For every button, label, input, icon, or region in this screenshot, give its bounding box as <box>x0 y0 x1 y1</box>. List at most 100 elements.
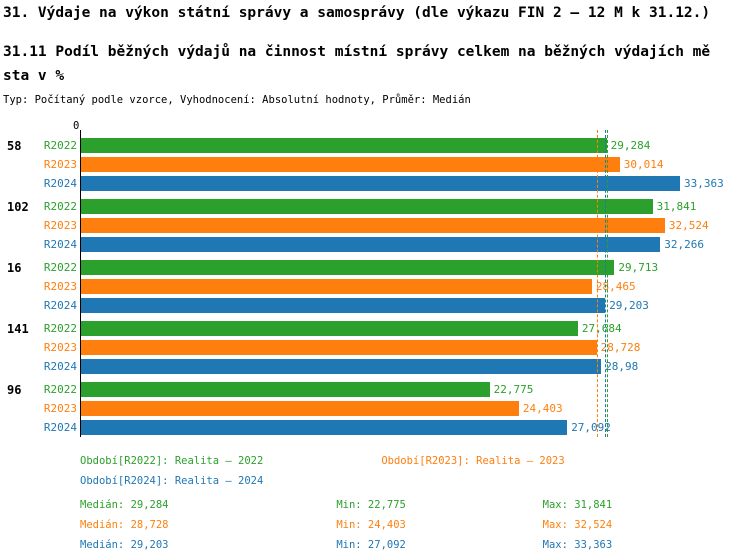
stat-median: Medián: 29,203 <box>80 539 169 551</box>
group-id-label: 96 <box>7 382 22 397</box>
median-line-r2022 <box>606 130 608 437</box>
bar-value-label: 22,775 <box>493 383 534 396</box>
stat-min: Min: 27,092 <box>336 539 406 551</box>
median-line-r2024 <box>605 130 607 437</box>
chart-subtitle-line2: sta v % <box>3 68 65 84</box>
bar-value-label: 27,684 <box>581 322 622 335</box>
bar-row: R2023 32,524 <box>0 216 750 235</box>
bar-row: 58 R2022 29,284 <box>0 136 750 155</box>
chart-meta-line: Typ: Počítaný podle vzorce, Vyhodnocení:… <box>3 94 471 106</box>
series-label-r2024: R2024 <box>43 360 77 373</box>
chart-stats: Medián: 29,284 Min: 22,775 Max: 31,841 M… <box>0 495 750 555</box>
legend-item-r2023: Období[R2023]: Realita – 2023 <box>381 455 565 467</box>
bar-row: R2024 27,092 <box>0 418 750 437</box>
bar-value-label: 32,266 <box>664 238 705 251</box>
bar-value-label: 29,284 <box>610 139 651 152</box>
bar-value-label: 28,98 <box>605 360 639 373</box>
stat-median: Medián: 29,284 <box>80 499 169 511</box>
bar-96-r2023 <box>80 401 519 416</box>
series-label-r2024: R2024 <box>43 238 77 251</box>
bar-value-label: 24,403 <box>522 402 563 415</box>
bar-102-r2024 <box>80 237 661 252</box>
bar-96-r2024 <box>80 420 568 435</box>
stat-min: Min: 22,775 <box>336 499 406 511</box>
bar-group-16: 16 R2022 29,713 R2023 28,465 R2024 29,203 <box>0 258 750 315</box>
bar-value-label: 28,728 <box>600 341 641 354</box>
bar-value-label: 32,524 <box>668 219 709 232</box>
bar-track: 29,203 <box>80 298 750 313</box>
plot-area: 58 R2022 29,284 R2023 30,014 R2024 33,363 102 R2… <box>0 130 750 437</box>
bar-track: 27,684 <box>80 321 750 336</box>
legend-row: Období[R2024]: Realita – 2024 <box>80 471 750 491</box>
series-label-r2022: R2022 <box>43 322 77 335</box>
series-label-r2023: R2023 <box>43 158 77 171</box>
bar-row: 141 R2022 27,684 <box>0 319 750 338</box>
bar-groups: 58 R2022 29,284 R2023 30,014 R2024 33,363 102 R2… <box>0 136 750 437</box>
bar-value-label: 33,363 <box>684 177 724 190</box>
stat-max: Max: 32,524 <box>542 519 613 531</box>
bar-track: 31,841 <box>80 199 750 214</box>
series-label-r2024: R2024 <box>43 299 77 312</box>
bar-track: 30,014 <box>80 157 750 172</box>
bar-16-r2022 <box>80 260 615 275</box>
bar-141-r2023 <box>80 340 597 355</box>
bar-16-r2024 <box>80 298 606 313</box>
bar-16-r2023 <box>80 279 592 294</box>
bar-value-label: 29,203 <box>609 299 649 312</box>
stat-median: Medián: 28,728 <box>80 519 169 531</box>
bar-group-141: 141 R2022 27,684 R2023 28,728 R2024 28,98 <box>0 319 750 376</box>
bar-row: R2024 28,98 <box>0 357 750 376</box>
bar-track: 24,403 <box>80 401 750 416</box>
chart-subtitle: 31.11 Podíl běžných výdajů na činnost mí… <box>3 40 747 88</box>
bar-row: R2023 28,728 <box>0 338 750 357</box>
group-id-label: 102 <box>7 199 29 214</box>
bar-value-label: 27,092 <box>571 421 611 434</box>
bar-track: 28,98 <box>80 359 750 374</box>
legend-row: Období[R2022]: Realita – 2022 Období[R20… <box>80 451 750 471</box>
group-id-label: 141 <box>7 321 29 336</box>
bar-58-r2022 <box>80 138 607 153</box>
stat-max: Max: 31,841 <box>542 499 613 511</box>
stats-row-r2023: Medián: 28,728 Min: 24,403 Max: 32,524 <box>80 515 750 535</box>
series-label-r2024: R2024 <box>43 421 77 434</box>
bar-row: R2024 33,363 <box>0 174 750 193</box>
bar-track: 32,266 <box>80 237 750 252</box>
bar-track: 27,092 <box>80 420 750 435</box>
bar-group-58: 58 R2022 29,284 R2023 30,014 R2024 33,363 <box>0 136 750 193</box>
bar-value-label: 31,841 <box>656 200 697 213</box>
group-id-label: 16 <box>7 260 22 275</box>
chart-legend: Období[R2022]: Realita – 2022 Období[R20… <box>0 451 750 491</box>
bar-row: 16 R2022 29,713 <box>0 258 750 277</box>
bar-group-96: 96 R2022 22,775 R2023 24,403 R2024 27,092 <box>0 380 750 437</box>
stat-min: Min: 24,403 <box>336 519 406 531</box>
bar-value-label: 29,713 <box>618 261 659 274</box>
bar-58-r2023 <box>80 157 620 172</box>
series-label-r2023: R2023 <box>43 402 77 415</box>
bar-row: 96 R2022 22,775 <box>0 380 750 399</box>
bar-row: R2023 24,403 <box>0 399 750 418</box>
series-label-r2022: R2022 <box>43 139 77 152</box>
bar-track: 32,524 <box>80 218 750 233</box>
bar-row: R2023 28,465 <box>0 277 750 296</box>
bar-track: 28,728 <box>80 340 750 355</box>
bar-102-r2022 <box>80 199 653 214</box>
stats-row-r2024: Medián: 29,203 Min: 27,092 Max: 33,363 <box>80 535 750 555</box>
bar-141-r2024 <box>80 359 602 374</box>
bar-row: R2023 30,014 <box>0 155 750 174</box>
bar-track: 22,775 <box>80 382 750 397</box>
series-label-r2023: R2023 <box>43 280 77 293</box>
bar-row: 102 R2022 31,841 <box>0 197 750 216</box>
bar-96-r2022 <box>80 382 490 397</box>
median-line-r2023 <box>596 130 598 437</box>
bar-141-r2022 <box>80 321 578 336</box>
bar-value-label: 28,465 <box>595 280 636 293</box>
series-label-r2022: R2022 <box>43 261 77 274</box>
legend-item-r2022: Období[R2022]: Realita – 2022 <box>80 455 264 467</box>
bar-group-102: 102 R2022 31,841 R2023 32,524 R2024 32,266 <box>0 197 750 254</box>
bar-value-label: 30,014 <box>623 158 664 171</box>
group-id-label: 58 <box>7 138 22 153</box>
series-label-r2022: R2022 <box>43 200 77 213</box>
series-label-r2024: R2024 <box>43 177 77 190</box>
bar-track: 28,465 <box>80 279 750 294</box>
